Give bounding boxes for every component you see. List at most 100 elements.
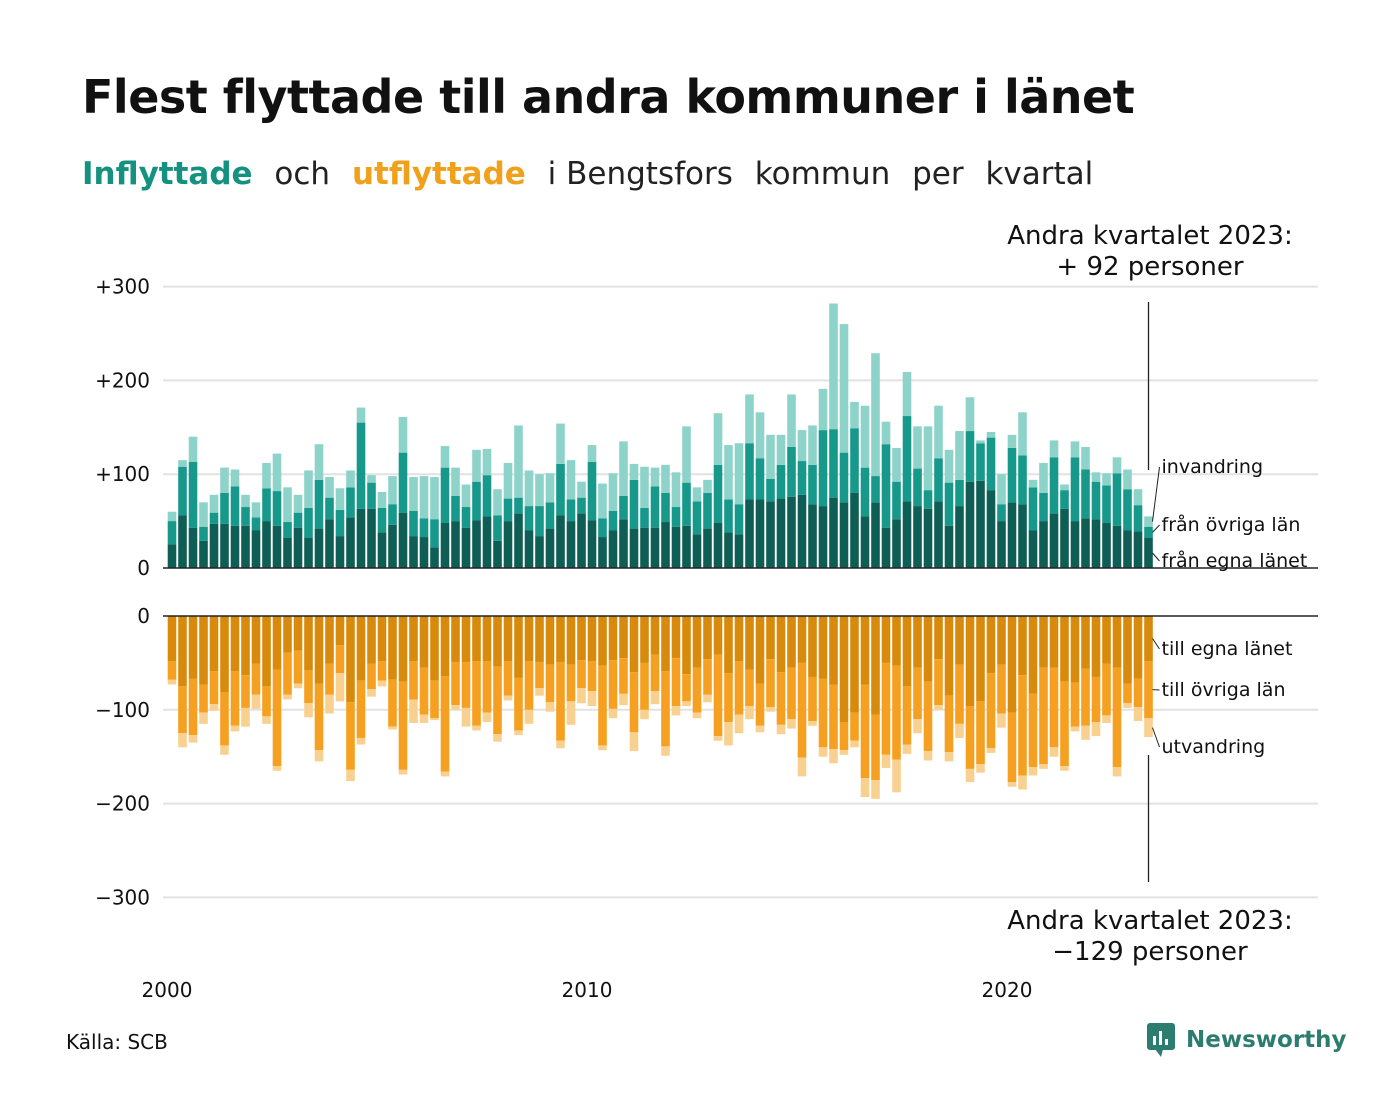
subtitle-kvartal: kvartal xyxy=(985,156,1094,192)
bar-in-1 xyxy=(640,507,649,528)
bar-out-1 xyxy=(682,674,691,702)
bar-in-1 xyxy=(1007,447,1017,503)
bar-in-2 xyxy=(923,426,933,491)
bar-in-1 xyxy=(524,506,534,531)
bar-out-0 xyxy=(377,616,387,662)
bar-in-0 xyxy=(262,521,271,568)
bar-in-1 xyxy=(1070,457,1080,522)
bar-out-1 xyxy=(367,663,376,690)
bar-out-0 xyxy=(766,616,775,660)
bar-out-2 xyxy=(209,704,219,711)
bar-out-2 xyxy=(251,694,261,709)
bar-out-1 xyxy=(577,660,586,689)
bar-in-1 xyxy=(545,502,555,529)
bar-out-1 xyxy=(1070,682,1080,727)
bar-in-0 xyxy=(377,532,387,568)
bar-out-0 xyxy=(724,616,733,674)
bar-in-1 xyxy=(745,443,754,500)
bar-out-2 xyxy=(650,691,660,705)
bar-in-0 xyxy=(325,519,334,568)
bar-in-2 xyxy=(650,467,660,487)
bar-out-1 xyxy=(860,684,870,779)
bar-out-0 xyxy=(745,616,754,670)
bar-in-1 xyxy=(955,479,964,507)
bar-out-1 xyxy=(472,661,481,726)
bar-out-1 xyxy=(587,661,597,692)
bar-in-2 xyxy=(325,477,334,498)
bar-in-2 xyxy=(745,394,754,444)
bar-in-0 xyxy=(619,519,628,568)
bar-in-1 xyxy=(566,499,576,522)
bar-out-1 xyxy=(818,678,828,748)
bar-out-2 xyxy=(535,688,544,696)
bar-in-0 xyxy=(1102,522,1111,568)
bar-in-1 xyxy=(199,526,208,541)
bar-in-0 xyxy=(461,527,471,568)
bar-in-0 xyxy=(766,501,775,568)
bar-out-2 xyxy=(325,694,334,714)
bar-in-0 xyxy=(871,502,880,568)
bar-out-0 xyxy=(608,616,618,661)
bar-out-0 xyxy=(755,616,765,684)
bar-out-2 xyxy=(640,709,649,720)
bar-in-2 xyxy=(356,407,366,423)
bar-out-2 xyxy=(451,705,460,710)
bar-in-1 xyxy=(650,486,660,528)
bar-in-0 xyxy=(335,536,345,568)
bar-out-1 xyxy=(398,681,408,770)
bar-in-0 xyxy=(293,527,303,568)
bar-out-1 xyxy=(703,659,712,695)
bar-out-1 xyxy=(1039,667,1048,765)
y-tick-bottom: −200 xyxy=(95,792,150,816)
bar-out-1 xyxy=(524,661,534,710)
bar-in-1 xyxy=(1112,473,1122,526)
bar-in-1 xyxy=(556,463,565,516)
bar-in-0 xyxy=(388,524,397,568)
bar-out-0 xyxy=(808,616,817,677)
bar-in-2 xyxy=(283,487,292,523)
bar-in-2 xyxy=(640,466,649,508)
bar-in-2 xyxy=(1144,516,1153,527)
bar-in-0 xyxy=(1081,518,1090,568)
bar-out-2 xyxy=(661,746,670,756)
bar-out-1 xyxy=(314,683,324,751)
bar-out-0 xyxy=(1091,616,1101,677)
bar-in-0 xyxy=(472,520,481,568)
bar-in-1 xyxy=(671,507,681,527)
bar-in-1 xyxy=(451,495,460,522)
bar-in-2 xyxy=(346,470,355,488)
label-leader xyxy=(1152,552,1160,562)
bar-in-0 xyxy=(913,506,922,568)
bar-in-1 xyxy=(944,482,954,526)
bar-in-2 xyxy=(682,426,691,483)
bar-in-0 xyxy=(671,526,681,568)
bar-out-2 xyxy=(1102,715,1111,723)
bar-in-0 xyxy=(839,502,849,568)
bar-in-2 xyxy=(661,464,670,493)
bar-in-2 xyxy=(986,431,996,438)
bar-out-2 xyxy=(577,688,586,704)
bar-out-0 xyxy=(556,616,565,662)
bar-out-1 xyxy=(787,667,796,720)
bar-out-2 xyxy=(167,679,177,685)
bar-out-1 xyxy=(808,676,817,722)
bar-out-1 xyxy=(1091,676,1101,722)
bar-out-2 xyxy=(1007,782,1017,787)
bar-in-1 xyxy=(923,490,933,509)
bar-in-2 xyxy=(1112,457,1122,474)
bar-in-2 xyxy=(734,443,744,505)
bar-out-2 xyxy=(220,745,229,755)
bar-in-2 xyxy=(1039,462,1048,493)
y-tick-top: +100 xyxy=(95,462,150,486)
bar-out-0 xyxy=(577,616,586,661)
bar-in-1 xyxy=(892,481,901,520)
bar-in-2 xyxy=(997,474,1006,505)
bar-in-2 xyxy=(913,426,922,469)
bar-out-2 xyxy=(524,709,534,724)
bar-in-1 xyxy=(167,521,177,545)
bar-in-2 xyxy=(367,475,376,483)
bar-in-1 xyxy=(598,518,607,538)
bar-out-1 xyxy=(535,661,544,689)
bar-out-1 xyxy=(745,669,754,707)
bar-out-0 xyxy=(923,616,933,682)
